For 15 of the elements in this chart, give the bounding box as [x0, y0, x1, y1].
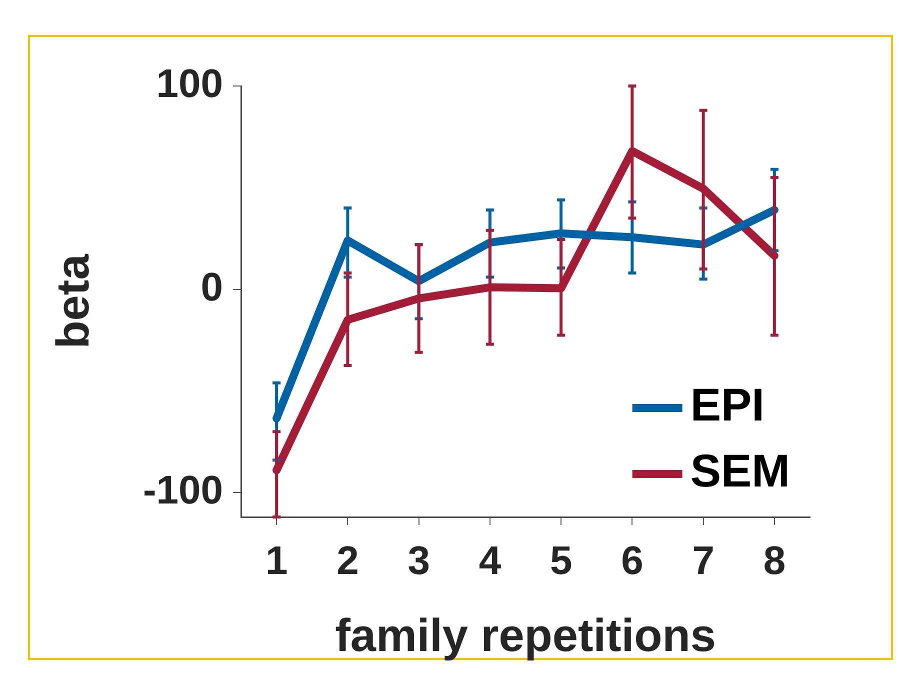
x-tick-label: 2 [336, 539, 359, 584]
legend-label: EPI [690, 378, 764, 431]
x-tick-label: 8 [763, 539, 786, 584]
x-tick-label: 5 [550, 539, 572, 584]
x-axis-title: family repetitions [335, 609, 716, 662]
y-tick-label: 0 [200, 265, 223, 310]
x-tick-label: 6 [621, 539, 644, 584]
legend-label: SEM [690, 444, 790, 497]
x-tick-label: 1 [265, 539, 288, 584]
x-tick-label: 3 [408, 539, 430, 584]
y-axis-title: beta [46, 254, 98, 349]
y-tick-label: 100 [156, 62, 223, 106]
y-tick-label: -100 [142, 468, 223, 513]
x-tick-label: 7 [692, 539, 714, 584]
x-tick-label: 4 [478, 539, 502, 584]
